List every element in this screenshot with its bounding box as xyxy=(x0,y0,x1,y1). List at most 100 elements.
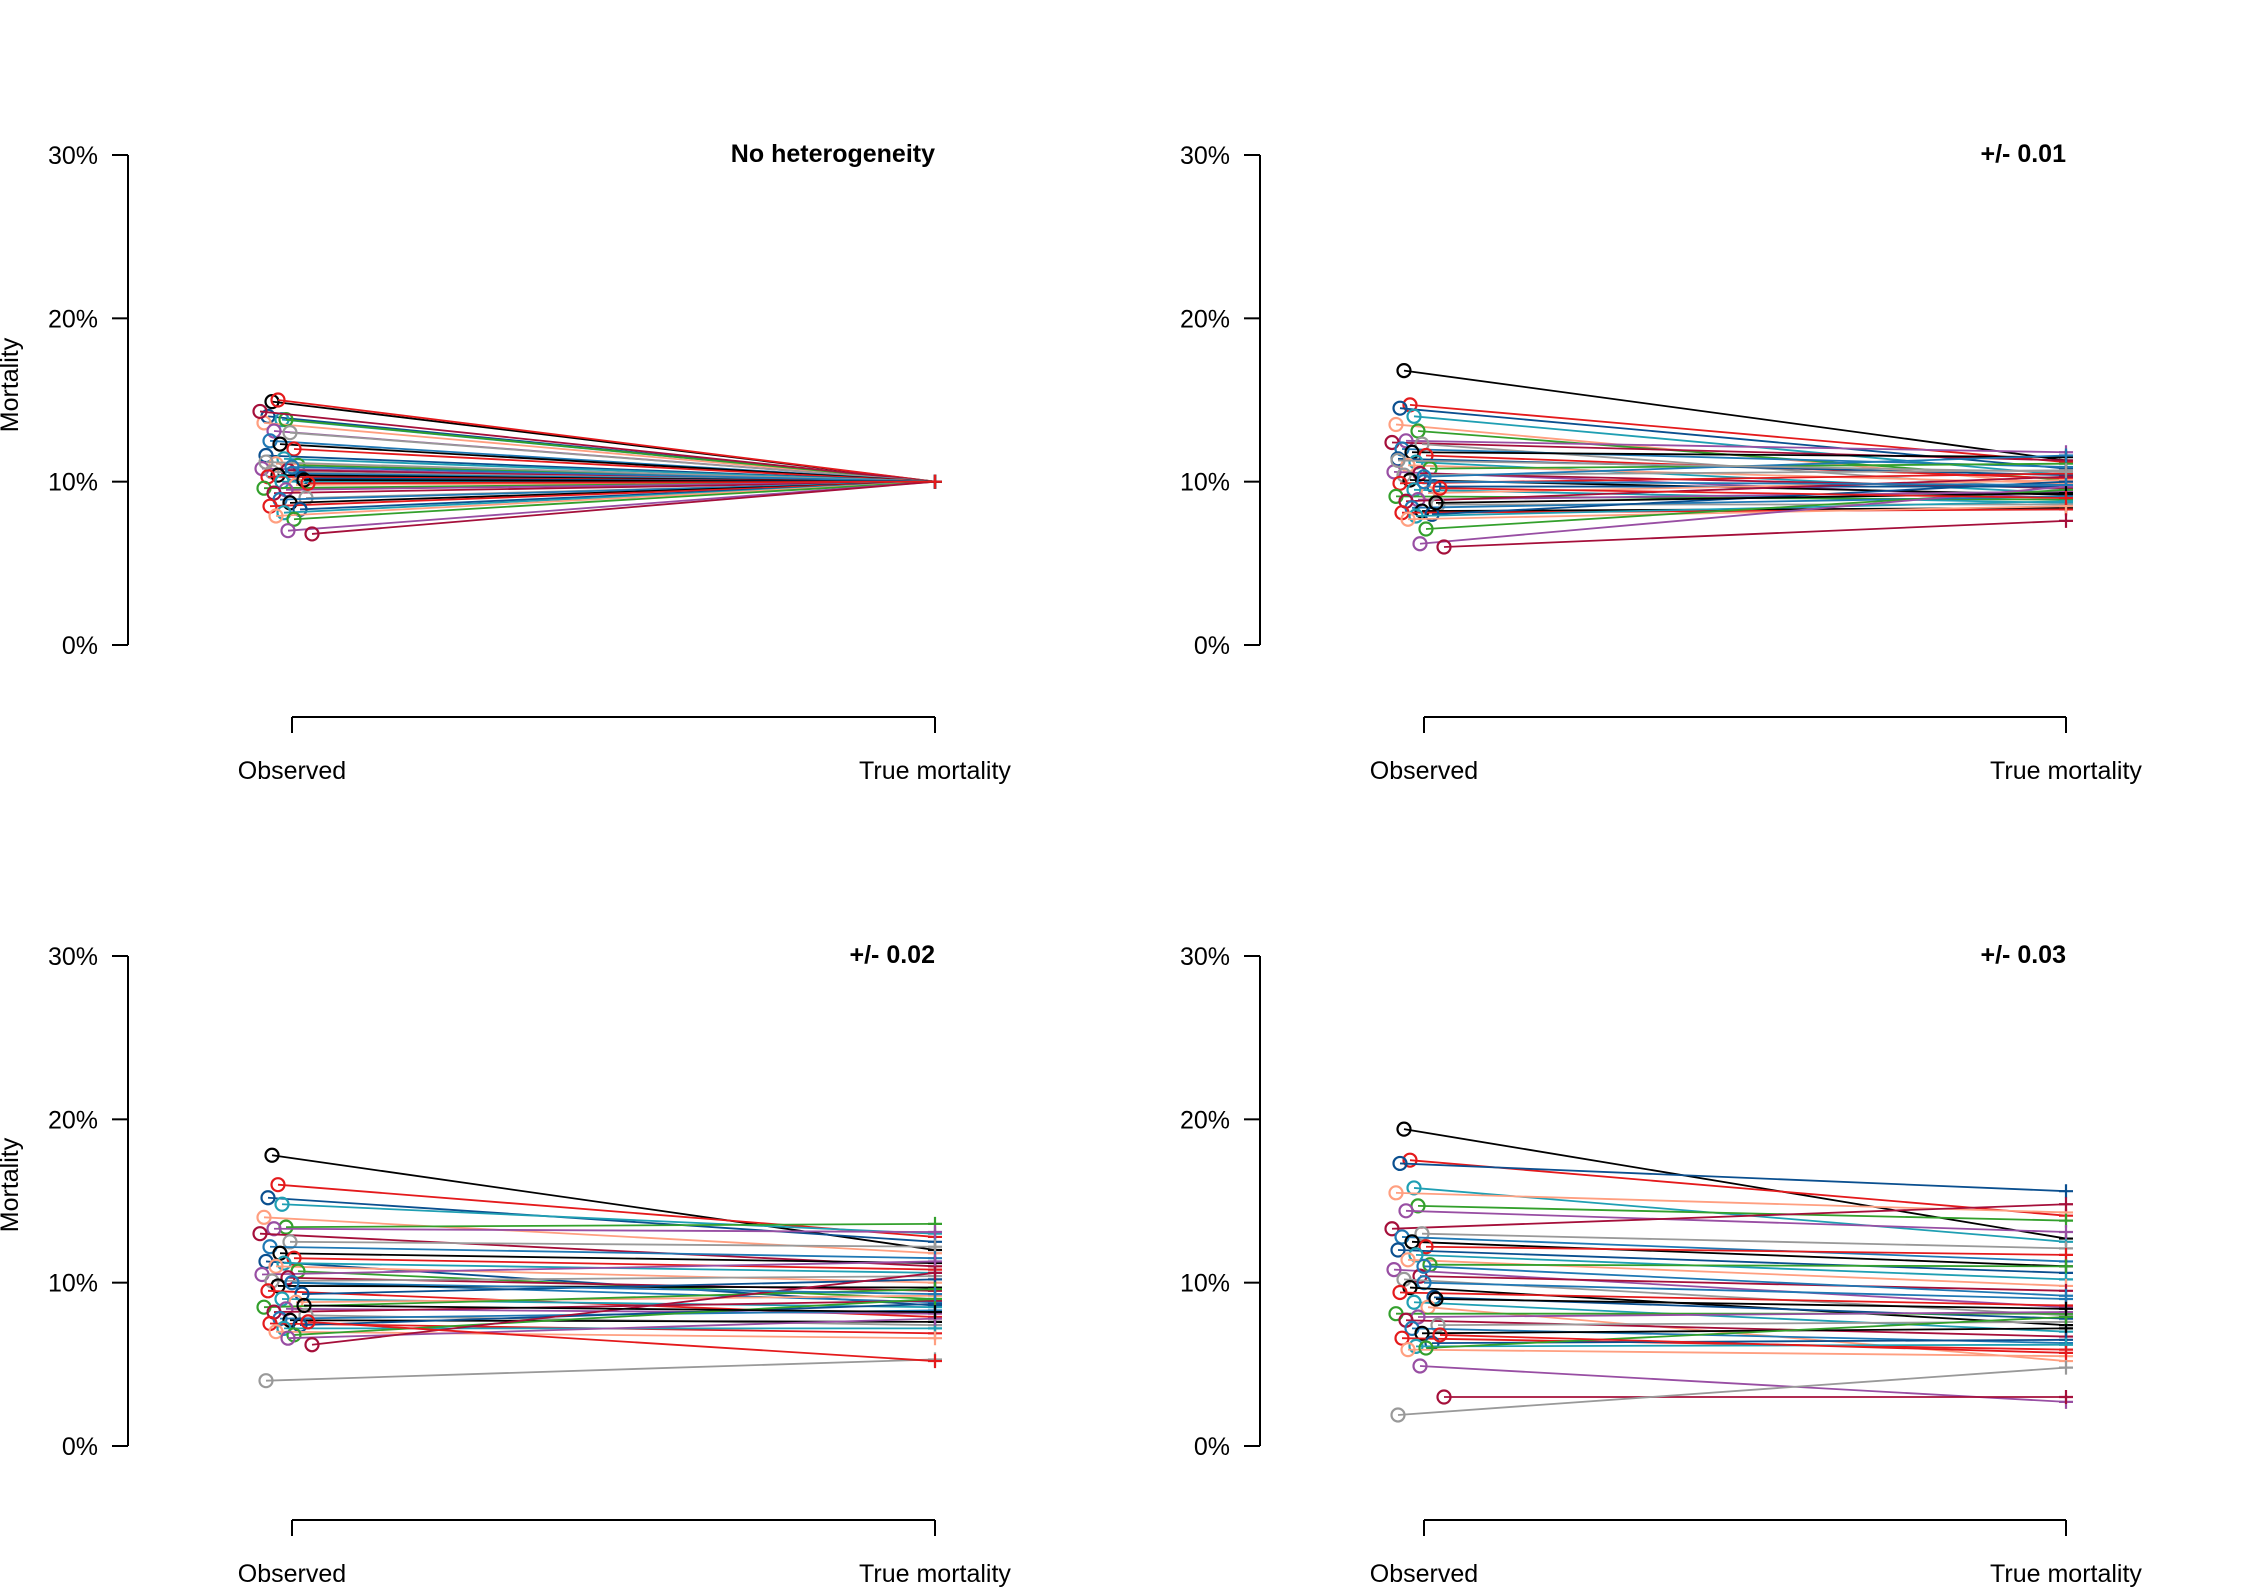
series-line xyxy=(1411,1240,2067,1268)
y-tick-label: 30% xyxy=(48,943,98,971)
observed-point xyxy=(1392,1284,1408,1301)
series-line xyxy=(1409,1286,2067,1327)
y-tick-label: 10% xyxy=(48,1270,98,1298)
series-line xyxy=(1423,480,2067,486)
series-line xyxy=(1391,1203,2067,1230)
x-tick-label: True mortality xyxy=(859,1560,1011,1587)
series-line xyxy=(1415,1254,2067,1281)
observed-point xyxy=(1400,1252,1416,1268)
series-line xyxy=(295,1294,936,1304)
y-axis-label: Mortality xyxy=(0,337,24,432)
observed-point xyxy=(1416,474,1432,490)
panel-3: +/- 0.02 Mortality 0% 10% 20% 30% Observed Tr… xyxy=(0,941,1011,1587)
true-point xyxy=(928,1287,942,1302)
observed-point xyxy=(270,392,286,408)
observed-point xyxy=(258,454,274,470)
observed-point xyxy=(1398,433,1414,449)
y-tick-label: 0% xyxy=(62,632,98,660)
series-line xyxy=(293,1257,936,1271)
true-point xyxy=(2059,448,2073,463)
true-point xyxy=(928,1331,942,1346)
true-point xyxy=(2059,1360,2073,1375)
series-line xyxy=(293,448,936,483)
observed-point xyxy=(1390,1242,1406,1258)
panel-2: +/- 0.01 0% 10% 20% 30% Observed True mortali… xyxy=(1180,140,2142,785)
series-line xyxy=(275,1265,936,1284)
series-line xyxy=(277,399,936,483)
series-line xyxy=(273,1299,936,1313)
series-line xyxy=(273,1227,936,1233)
true-point xyxy=(2059,1259,2073,1274)
observed-point xyxy=(1390,1407,1406,1423)
y-axis: 0% 10% 20% 30% xyxy=(1180,142,1261,660)
series-line xyxy=(1417,490,2067,501)
series-line xyxy=(261,1260,936,1276)
series-line xyxy=(1425,1245,2067,1256)
y-tick-label: 30% xyxy=(48,142,98,170)
series-line xyxy=(1417,1311,2067,1318)
series-line xyxy=(1423,1265,2067,1297)
x-tick-label: Observed xyxy=(1370,1560,1478,1587)
true-point xyxy=(2059,491,2073,505)
series-line xyxy=(293,480,936,521)
series-line xyxy=(289,1240,936,1248)
series-line xyxy=(1407,1348,2067,1358)
series-line xyxy=(1435,492,2067,504)
series-line xyxy=(1395,1191,2067,1214)
observed-point xyxy=(264,394,280,410)
observed-point xyxy=(1386,1261,1402,1278)
true-point xyxy=(2059,464,2073,479)
observed-point xyxy=(264,1147,280,1163)
panel-4: +/- 0.03 0% 10% 20% 30% Observed True mortali… xyxy=(1180,941,2142,1587)
observed-point xyxy=(268,1258,284,1274)
true-point xyxy=(2059,1288,2073,1303)
series-line xyxy=(1391,441,2067,462)
observed-point xyxy=(1396,1121,1412,1137)
x-axis: Observed True mortality xyxy=(238,716,1011,785)
observed-point xyxy=(266,1221,282,1237)
observed-point xyxy=(272,436,288,452)
series-line xyxy=(1397,1249,2067,1274)
series-line xyxy=(307,1320,936,1362)
observed-point xyxy=(1406,408,1422,424)
series-group xyxy=(252,1147,942,1389)
series-line xyxy=(269,1245,936,1260)
y-tick-label: 20% xyxy=(48,1106,98,1134)
observed-point xyxy=(300,1314,316,1330)
series-line xyxy=(273,480,936,494)
series-line xyxy=(1421,1327,2067,1335)
series-line xyxy=(1407,505,2067,521)
observed-point xyxy=(286,441,302,457)
series-line xyxy=(307,480,936,485)
y-tick-label: 10% xyxy=(48,469,98,497)
observed-point xyxy=(262,433,278,449)
observed-point xyxy=(1432,480,1448,496)
series-line xyxy=(1425,1316,2067,1349)
observed-point xyxy=(278,412,294,428)
series-line xyxy=(291,466,936,483)
series-line xyxy=(1405,1209,2067,1233)
observed-point xyxy=(1418,1239,1434,1255)
observed-point xyxy=(1436,1389,1452,1405)
y-tick-label: 20% xyxy=(1180,305,1230,333)
observed-point xyxy=(1432,1327,1448,1343)
observed-point xyxy=(252,403,268,420)
series-line xyxy=(285,1222,936,1229)
true-point xyxy=(928,1305,942,1320)
observed-point xyxy=(1428,1291,1444,1307)
observed-point xyxy=(1402,472,1418,488)
observed-point xyxy=(252,1226,268,1242)
observed-point xyxy=(1406,1180,1422,1196)
series-line xyxy=(265,1358,936,1382)
true-point xyxy=(928,1265,942,1280)
series-line xyxy=(311,480,936,535)
observed-point xyxy=(260,1190,276,1206)
true-point xyxy=(2059,1197,2073,1212)
observed-point xyxy=(1392,400,1408,416)
observed-point xyxy=(1400,511,1416,527)
observed-point xyxy=(1400,1342,1416,1358)
series-line xyxy=(1403,1128,2067,1240)
series-line xyxy=(1421,1232,2067,1250)
observed-point xyxy=(256,1209,272,1225)
